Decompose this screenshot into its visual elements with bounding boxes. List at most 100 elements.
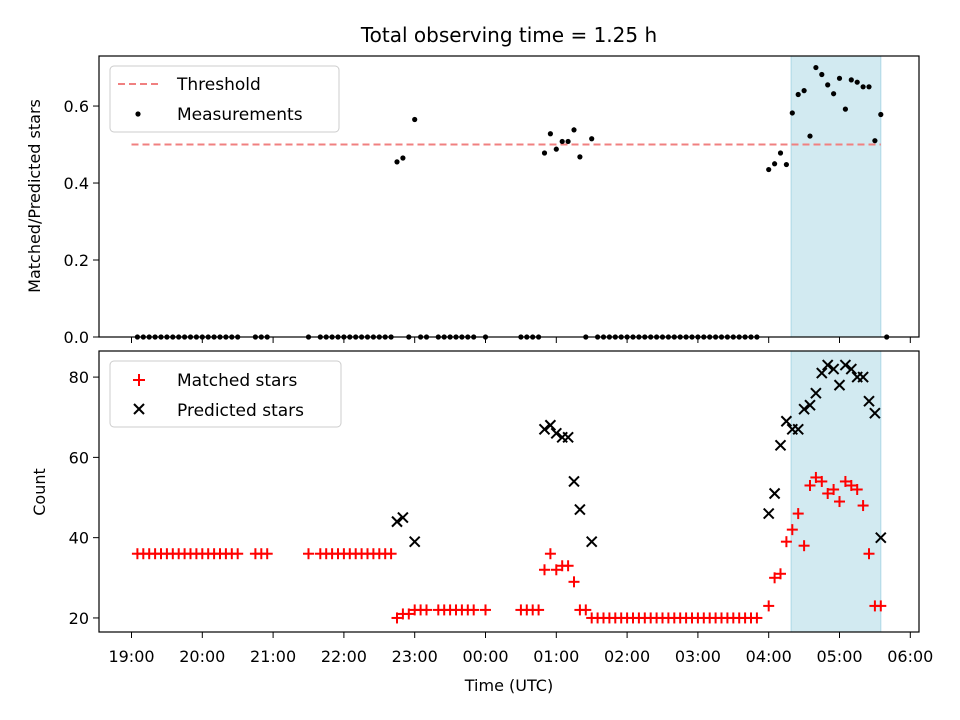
measurement-point <box>547 131 554 137</box>
matched-star-point <box>786 524 798 536</box>
matched-star-point <box>863 548 875 560</box>
matched-star-point <box>539 564 550 576</box>
ratio-panel: Matched/Predicted stars 0.0 0.2 0.4 0.6 Thr… <box>25 55 920 347</box>
threshold-legend-label: Threshold <box>176 75 261 95</box>
x-tick-label: 19:00 <box>108 647 154 666</box>
matched-star-point <box>851 483 863 495</box>
predicted-star-point <box>538 423 551 435</box>
predicted-star-point <box>869 407 881 419</box>
predicted-star-point <box>585 535 598 548</box>
predicted-star-point <box>574 503 586 516</box>
count-legend: Matched stars Predicted stars <box>109 360 342 428</box>
x-tick-label: 02:00 <box>604 647 650 666</box>
measurement-point <box>848 77 854 83</box>
measurement-point <box>819 71 825 78</box>
measurement-point <box>836 75 843 81</box>
predicted-star-point <box>839 359 852 371</box>
ratio-y-tick-label: 0.0 <box>64 328 89 347</box>
predicted-star-point <box>408 535 421 548</box>
measurement-point <box>842 106 849 112</box>
predicted-star-point <box>550 427 563 439</box>
predicted-star-point <box>810 387 822 399</box>
matched-star-point <box>775 568 786 580</box>
matched-star-point <box>798 540 810 552</box>
measurement-point <box>807 133 813 139</box>
x-tick-label: 03:00 <box>675 647 721 666</box>
matched-star-point <box>763 600 775 612</box>
x-tick-label: 04:00 <box>746 647 792 666</box>
matched-star-point <box>816 475 828 487</box>
matched-star-point <box>780 536 792 548</box>
predicted-star-point <box>762 507 775 520</box>
measurement-point <box>813 64 819 71</box>
ratio-y-tick-label: 0.6 <box>64 97 89 116</box>
predicted-star-point <box>774 439 787 452</box>
predicted-star-point <box>544 419 557 431</box>
count-plot-frame <box>98 350 920 633</box>
predicted-star-point <box>827 363 840 375</box>
measurement-point <box>565 138 571 145</box>
matched-star-point <box>822 488 834 500</box>
predicted-legend-marker <box>133 403 145 415</box>
count-panel: Count 20 40 60 80 19:00 20:00 21:00 22:00 23:00… <box>30 350 933 666</box>
matched-star-point <box>839 475 851 487</box>
predicted-star-point <box>792 423 804 435</box>
measurement-point <box>766 166 772 173</box>
ratio-y-axis: 0.0 0.2 0.4 0.6 <box>64 97 99 347</box>
matched-star-point <box>857 500 869 512</box>
matched-star-point <box>303 548 314 560</box>
x-tick-label: 01:00 <box>533 647 579 666</box>
measurement-point <box>400 155 406 161</box>
measurement-point <box>825 82 831 88</box>
measurement-point <box>772 161 778 167</box>
matched-star-point <box>468 604 480 616</box>
ratio-plot-frame <box>98 55 920 338</box>
x-tick-label: 20:00 <box>179 647 225 666</box>
measurement-point <box>412 116 418 123</box>
predicted-star-point <box>798 403 810 415</box>
matched-star-point <box>580 604 592 616</box>
measurement-point <box>777 150 784 156</box>
matched-star-point <box>834 496 845 508</box>
predicted-star-point <box>845 363 858 375</box>
ratio-legend: Threshold Measurements <box>109 65 340 133</box>
x-tick-label: 22:00 <box>321 647 367 666</box>
measurement-point <box>801 88 807 94</box>
predicted-star-point <box>804 399 816 411</box>
x-tick-label: 00:00 <box>462 647 508 666</box>
matched-star-point <box>232 548 244 560</box>
predicted-star-point <box>857 371 869 383</box>
predicted-star-point <box>568 475 580 488</box>
matched-legend-label: Matched stars <box>177 371 297 391</box>
count-y-tick-label: 40 <box>69 529 89 548</box>
count-y-tick-label: 20 <box>69 609 89 628</box>
measurement-point <box>559 138 565 145</box>
matched-star-point <box>544 548 556 560</box>
matched-star-point <box>810 471 822 483</box>
measurement-point <box>589 136 595 142</box>
matched-legend-marker <box>133 374 145 386</box>
measurement-point <box>854 79 860 85</box>
matched-star-point <box>421 604 432 616</box>
measurement-point <box>795 91 801 98</box>
x-tick-label: 05:00 <box>816 647 862 666</box>
ratio-shaded-region <box>790 55 882 338</box>
matched-star-point <box>385 548 397 560</box>
matched-star-point <box>751 612 763 624</box>
matched-star-point <box>480 604 491 616</box>
measurement-point <box>577 154 583 160</box>
matched-star-point <box>875 600 887 612</box>
predicted-star-point <box>833 379 846 391</box>
x-tick-label: 06:00 <box>887 647 933 666</box>
matched-star-point <box>568 576 580 588</box>
ratio-shade-rect <box>790 55 882 338</box>
measurement-point <box>866 84 872 90</box>
predicted-legend-label: Predicted stars <box>177 401 304 421</box>
matched-star-point <box>533 604 545 616</box>
ratio-ylabel: Matched/Predicted stars <box>25 99 44 293</box>
x-axis-label: Time (UTC) <box>464 676 553 695</box>
measurement-point <box>571 127 577 133</box>
ratio-y-tick-label: 0.4 <box>64 174 89 193</box>
count-x-axis: 19:00 20:00 21:00 22:00 23:00 00:00 01:00 02:00… <box>108 632 933 666</box>
